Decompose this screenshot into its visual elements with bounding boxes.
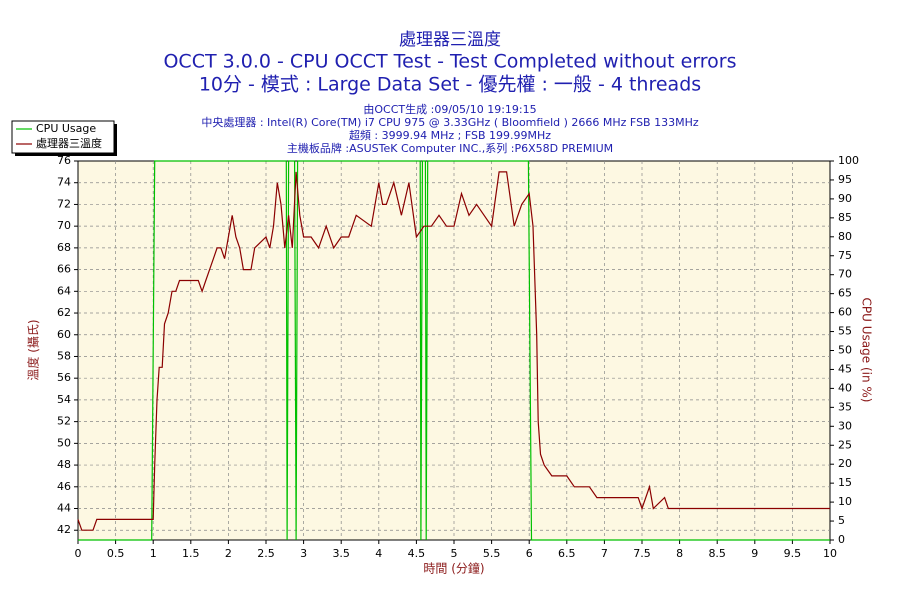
y2-tick-label: 50 bbox=[838, 344, 852, 357]
x-tick-label: 10 bbox=[823, 547, 837, 560]
y2-tick-label: 5 bbox=[838, 514, 845, 527]
y-tick-label: 70 bbox=[57, 219, 71, 232]
chart-subtitle: 10分 - 模式 : Large Data Set - 優先權 : 一般 - 4… bbox=[199, 74, 701, 96]
y2-tick-label: 45 bbox=[838, 362, 852, 375]
x-tick-label: 1.5 bbox=[182, 547, 200, 560]
y-tick-label: 52 bbox=[57, 415, 71, 428]
y2-tick-label: 95 bbox=[838, 173, 852, 186]
y2-tick-label: 85 bbox=[838, 211, 852, 224]
y2-tick-label: 40 bbox=[838, 381, 852, 394]
y-tick-label: 68 bbox=[57, 241, 71, 254]
x-tick-label: 2 bbox=[225, 547, 232, 560]
info-line: 超頻 : 3999.94 MHz ; FSB 199.99MHz bbox=[349, 128, 551, 142]
y2-tick-label: 25 bbox=[838, 438, 852, 451]
y-tick-label: 44 bbox=[57, 502, 71, 515]
info-line: 由OCCT生成 :09/05/10 19:19:15 bbox=[363, 102, 536, 116]
legend-label: 處理器三溫度 bbox=[36, 136, 102, 150]
y2-axis-label: CPU Usage (in %) bbox=[860, 298, 874, 403]
x-tick-label: 6 bbox=[526, 547, 533, 560]
y2-tick-label: 10 bbox=[838, 495, 852, 508]
y2-tick-label: 70 bbox=[838, 268, 852, 281]
y2-tick-label: 60 bbox=[838, 306, 852, 319]
x-tick-label: 6.5 bbox=[558, 547, 576, 560]
y-tick-label: 54 bbox=[57, 393, 71, 406]
x-tick-label: 0 bbox=[75, 547, 82, 560]
y-tick-label: 58 bbox=[57, 349, 71, 362]
x-tick-label: 7 bbox=[601, 547, 608, 560]
x-tick-label: 4 bbox=[375, 547, 382, 560]
chart-subtitle: OCCT 3.0.0 - CPU OCCT Test - Test Comple… bbox=[163, 51, 736, 73]
y2-tick-label: 80 bbox=[838, 230, 852, 243]
y2-tick-label: 65 bbox=[838, 287, 852, 300]
y-tick-label: 60 bbox=[57, 328, 71, 341]
y-axis-label: 溫度 (攝氏) bbox=[26, 319, 41, 380]
x-tick-label: 0.5 bbox=[107, 547, 125, 560]
legend-label: CPU Usage bbox=[36, 122, 96, 135]
chart-title: 處理器三溫度 bbox=[399, 30, 501, 50]
y2-tick-label: 100 bbox=[838, 154, 859, 167]
y2-tick-label: 15 bbox=[838, 476, 852, 489]
x-tick-label: 1 bbox=[150, 547, 157, 560]
y-tick-label: 64 bbox=[57, 284, 71, 297]
legend-box bbox=[11, 120, 115, 154]
x-tick-label: 7.5 bbox=[633, 547, 651, 560]
x-tick-label: 3 bbox=[300, 547, 307, 560]
y-tick-label: 72 bbox=[57, 197, 71, 210]
y2-tick-label: 35 bbox=[838, 400, 852, 413]
x-tick-label: 5 bbox=[451, 547, 458, 560]
y-tick-label: 56 bbox=[57, 371, 71, 384]
x-tick-label: 9.5 bbox=[784, 547, 802, 560]
y-tick-label: 48 bbox=[57, 458, 71, 471]
y-tick-label: 46 bbox=[57, 480, 71, 493]
y2-tick-label: 0 bbox=[838, 533, 845, 546]
y-tick-label: 74 bbox=[57, 176, 71, 189]
y2-tick-label: 75 bbox=[838, 249, 852, 262]
x-tick-label: 8 bbox=[676, 547, 683, 560]
info-line: 主機板品牌 :ASUSTeK Computer INC.,系列 :P6X58D … bbox=[287, 141, 613, 155]
y-tick-label: 50 bbox=[57, 436, 71, 449]
series-line bbox=[78, 160, 830, 541]
x-axis-label: 時間 (分鐘) bbox=[423, 561, 484, 576]
y2-tick-label: 20 bbox=[838, 457, 852, 470]
y-tick-label: 42 bbox=[57, 523, 71, 536]
x-tick-label: 5.5 bbox=[483, 547, 501, 560]
x-tick-label: 8.5 bbox=[708, 547, 726, 560]
y-tick-label: 66 bbox=[57, 263, 71, 276]
series-line bbox=[77, 171, 830, 531]
x-tick-label: 3.5 bbox=[332, 547, 350, 560]
y-tick-label: 76 bbox=[57, 154, 71, 167]
y2-tick-label: 30 bbox=[838, 419, 852, 432]
y2-tick-label: 55 bbox=[838, 325, 852, 338]
x-tick-label: 9 bbox=[751, 547, 758, 560]
y2-tick-label: 90 bbox=[838, 192, 852, 205]
x-tick-label: 4.5 bbox=[408, 547, 426, 560]
info-line: 中央處理器 : Intel(R) Core(TM) i7 CPU 975 @ 3… bbox=[201, 115, 699, 129]
y-tick-label: 62 bbox=[57, 306, 71, 319]
x-tick-label: 2.5 bbox=[257, 547, 275, 560]
